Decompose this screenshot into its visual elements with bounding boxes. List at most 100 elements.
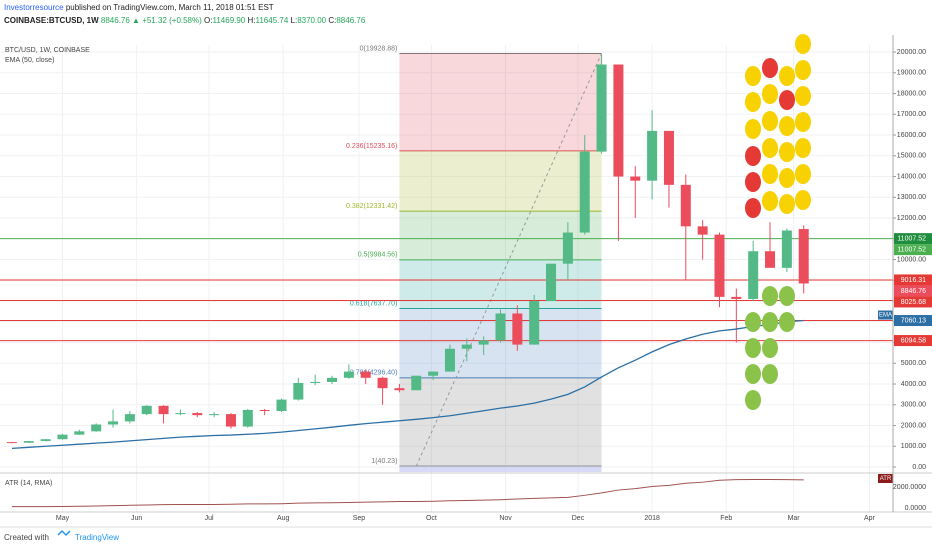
candle-body <box>562 232 573 264</box>
candle-body <box>630 176 641 181</box>
candle-body <box>91 424 102 432</box>
price-label-bg <box>894 335 932 347</box>
axes: May Jun Jul Aug Sep Oct Nov Dec 2018 Feb Mar Apr 0.0… <box>0 35 932 528</box>
green-circle <box>762 338 778 358</box>
price-label: 9016.31 <box>901 277 926 284</box>
candle-body <box>546 263 557 302</box>
y-tick-label: 16000.00 <box>897 132 926 139</box>
fib-label: 0.618(7637.70) <box>350 300 397 307</box>
x-tick-label: Oct <box>426 515 437 522</box>
author[interactable]: Investorresource <box>4 3 64 12</box>
legend-ema: EMA (50, close) <box>5 57 54 64</box>
green-circle <box>762 286 778 306</box>
candle-body <box>529 301 540 345</box>
y-tick-label: 17000.00 <box>897 111 926 118</box>
price-label-bg <box>894 274 932 286</box>
fib-label: 0.786(4296.40) <box>350 370 397 377</box>
yellow-circle <box>745 119 761 139</box>
x-tick-label: Aug <box>277 515 290 522</box>
candle-body <box>596 64 607 152</box>
c-val: 8846.76 <box>336 16 366 25</box>
price-label: 8025.68 <box>901 299 926 306</box>
candle-body <box>40 439 51 442</box>
price-label: 6094.58 <box>901 337 926 344</box>
yellow-circle <box>795 60 811 80</box>
candle-body <box>714 234 725 297</box>
o-key: O: <box>204 16 213 25</box>
green-circle <box>762 364 778 384</box>
fib-label: 0.236(15235.16) <box>346 143 397 150</box>
candle-body <box>209 414 220 416</box>
yellow-circle <box>779 168 795 188</box>
green-circle <box>779 312 795 332</box>
y-tick-label: 4000.00 <box>901 381 926 388</box>
header-publish: Investorresource published on TradingVie… <box>4 3 274 12</box>
fib-zone <box>399 53 602 151</box>
yellow-circle <box>779 66 795 86</box>
x-tick-label: Mar <box>788 515 801 522</box>
fib-zone <box>399 259 602 309</box>
x-tick-label: Jul <box>205 515 214 522</box>
green-circle <box>745 390 761 410</box>
x-tick-label: Feb <box>720 515 732 522</box>
green-circle <box>745 312 761 332</box>
y-tick-label: 18000.00 <box>897 90 926 97</box>
yellow-circle <box>795 164 811 184</box>
candle-body <box>798 229 809 284</box>
candle-body <box>74 431 85 435</box>
x-tick-label: May <box>56 515 70 522</box>
green-circle <box>745 364 761 384</box>
price-label-bg <box>894 233 932 245</box>
drawings <box>745 34 811 410</box>
yellow-circle <box>762 138 778 158</box>
candle-body <box>293 382 304 400</box>
y-tick-label: 2000.00 <box>901 422 926 429</box>
candle-body <box>57 434 68 440</box>
atr-tag-bg <box>878 474 893 483</box>
red-circle <box>745 172 761 192</box>
candle-body <box>495 313 506 341</box>
x-tick-label: Dec <box>572 515 585 522</box>
candle-body <box>512 313 523 345</box>
l-val: 8370.00 <box>297 16 327 25</box>
x-tick-label: Apr <box>864 515 876 522</box>
y-tick-label: 20000.00 <box>897 49 926 56</box>
red-circle <box>745 146 761 166</box>
candle-body <box>175 413 186 415</box>
fib-extension <box>399 466 602 472</box>
yellow-circle <box>745 66 761 86</box>
ema-line <box>11 319 804 449</box>
candle-body <box>461 344 472 349</box>
header-quote: COINBASE:BTCUSD, 1W 8846.76 ▲ +51.32 (+0… <box>4 16 365 25</box>
candle-body <box>225 414 236 427</box>
candle-body <box>680 184 691 227</box>
x-tick-label: Sep <box>353 515 366 522</box>
yellow-circle <box>762 84 778 104</box>
yellow-circle <box>795 190 811 210</box>
legend-atr: ATR (14, RMA) <box>5 480 52 487</box>
footer-brand[interactable]: TradingView <box>75 533 119 542</box>
yellow-circle <box>795 112 811 132</box>
yellow-circle <box>795 86 811 106</box>
yellow-circle <box>745 92 761 112</box>
green-circle <box>762 312 778 332</box>
candle-body <box>647 130 658 181</box>
symbol: COINBASE:BTCUSD, 1W <box>4 16 99 25</box>
h-key: H: <box>247 16 256 25</box>
candle-body <box>23 441 34 443</box>
candle-body <box>6 442 17 444</box>
y-tick-label: 13000.00 <box>897 194 926 201</box>
c-key: C: <box>328 16 337 25</box>
candle-body <box>158 405 169 415</box>
yellow-circle <box>795 138 811 158</box>
candle-body <box>343 371 354 378</box>
red-circle <box>779 90 795 110</box>
x-tick-label: Nov <box>499 515 512 522</box>
candle-body <box>478 340 489 345</box>
atr-tick-label: 0.0000 <box>905 505 927 512</box>
tradingview-logo <box>57 529 71 537</box>
l-key: L: <box>290 16 298 25</box>
y-tick-label: 5000.00 <box>901 360 926 367</box>
x-tick-label: Jun <box>131 515 142 522</box>
y-tick-label: 12000.00 <box>897 215 926 222</box>
